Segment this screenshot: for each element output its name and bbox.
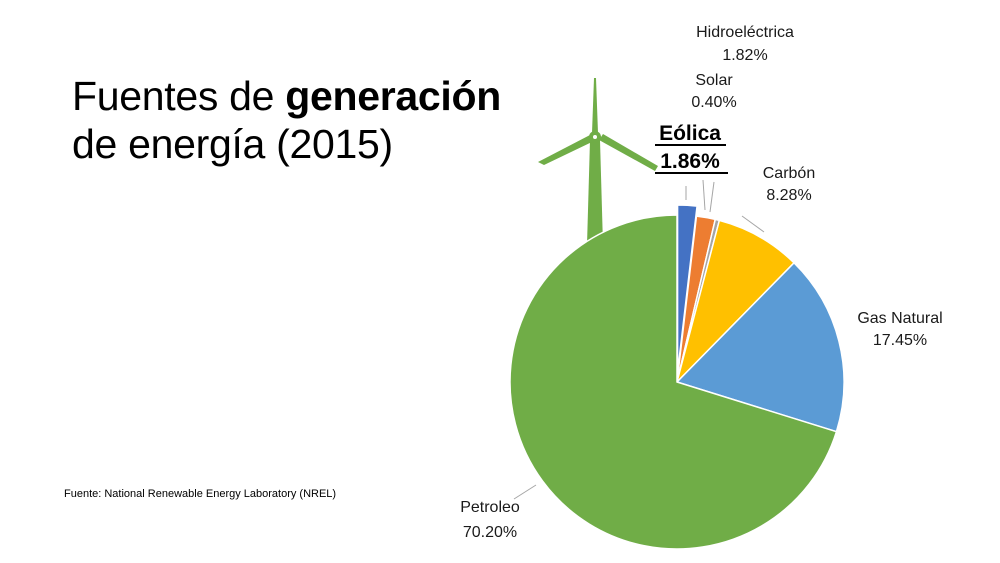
label-value-carb-n: 8.28% (766, 187, 811, 204)
title-line1-bold: generación (285, 73, 501, 119)
pie-slice-gas-natural (675, 261, 845, 433)
pie-slice-petroleo (509, 214, 838, 550)
label-value-solar: 0.40% (691, 94, 736, 111)
label-name-solar: Solar (695, 72, 733, 89)
label-name-hidroel-ctrica: Hidroeléctrica (696, 24, 794, 41)
turbine-blade-top (592, 78, 598, 133)
turbine-blade-left (538, 135, 594, 165)
label-value-hidroel-ctrica: 1.82% (722, 47, 767, 64)
label-value-gas-natural: 17.45% (873, 332, 927, 349)
source-note: Fuente: National Renewable Energy Labora… (64, 488, 337, 500)
leader-line-carb-n (741, 215, 765, 233)
title-line1-normal: Fuentes de (72, 73, 286, 119)
label-name-carb-n: Carbón (763, 165, 815, 182)
label-value-petroleo: 70.20% (463, 524, 517, 541)
leader-line-petroleo (513, 484, 537, 500)
label-name-petroleo: Petroleo (460, 499, 520, 516)
leader-line-hidroel-ctrica (702, 179, 706, 211)
label-name-gas-natural: Gas Natural (857, 310, 942, 327)
leader-line-solar (709, 181, 715, 213)
turbine-hub-center (593, 135, 597, 139)
label-value-e-lica: 1.86% (660, 150, 720, 173)
pie-slice-carb-n (675, 219, 796, 385)
title-line2: de energía (2015) (72, 121, 393, 167)
label-name-e-lica: Eólica (659, 122, 721, 145)
turbine-blade-right (599, 134, 658, 171)
page-title: Fuentes de generación de energía (2015) (72, 72, 501, 168)
